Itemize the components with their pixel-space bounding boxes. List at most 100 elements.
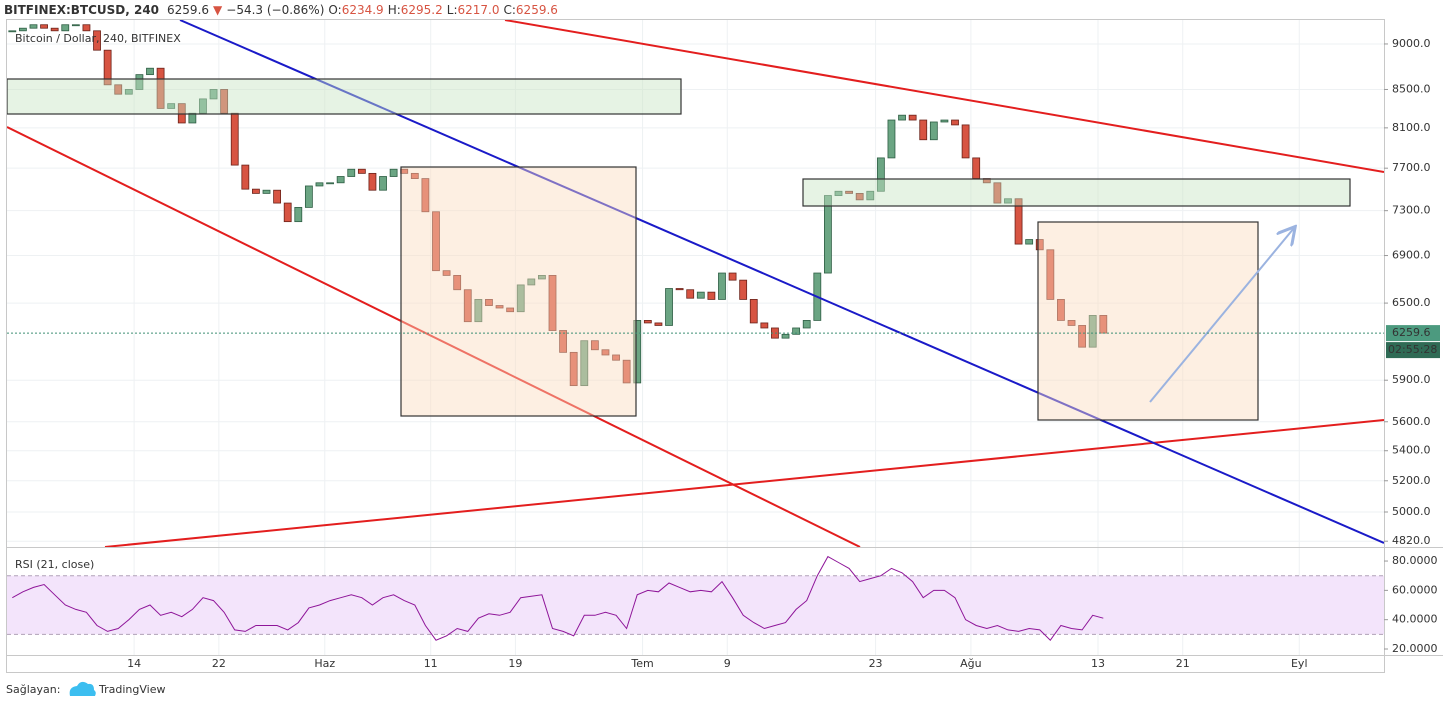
candle bbox=[506, 307, 515, 313]
candle bbox=[50, 27, 59, 32]
candle bbox=[961, 124, 970, 159]
ohlc-label: L: bbox=[447, 3, 458, 17]
candle bbox=[389, 168, 398, 177]
candle bbox=[972, 157, 981, 179]
candle bbox=[474, 299, 483, 323]
candle bbox=[40, 24, 48, 29]
candle bbox=[993, 182, 1002, 204]
x-tick-label: 13 bbox=[1091, 657, 1105, 670]
candle bbox=[590, 340, 599, 351]
candle bbox=[538, 275, 546, 280]
change: −54.3 (−0.86%) bbox=[226, 3, 324, 17]
candle bbox=[188, 112, 197, 124]
ohlc-label: O: bbox=[328, 3, 341, 17]
trendline bbox=[504, 20, 1384, 173]
candle bbox=[739, 279, 748, 300]
y-tick-label: 9000.0 bbox=[1392, 37, 1431, 50]
candle bbox=[919, 119, 928, 141]
candle bbox=[824, 195, 832, 274]
candle bbox=[421, 178, 430, 213]
candle bbox=[294, 206, 303, 223]
candle bbox=[167, 103, 176, 109]
candle bbox=[1088, 315, 1097, 348]
candle bbox=[230, 112, 239, 166]
candle bbox=[410, 172, 419, 179]
y-tick-label: 5200.0 bbox=[1392, 474, 1431, 487]
candle bbox=[887, 119, 896, 159]
candle bbox=[548, 275, 557, 331]
x-tick-label: 11 bbox=[424, 657, 438, 670]
price-badge-label: 6259.6 bbox=[1392, 326, 1431, 339]
y-tick-label: 60.0000 bbox=[1392, 583, 1438, 596]
candle bbox=[696, 291, 705, 299]
candle bbox=[315, 182, 324, 187]
subtitle: Bitcoin / Dollar, 240, BITFINEX bbox=[15, 32, 181, 45]
zone bbox=[1037, 221, 1259, 421]
candle bbox=[18, 27, 27, 32]
change-arrow: ▼ bbox=[213, 3, 223, 17]
x-tick-label: Ağu bbox=[960, 657, 981, 670]
candle bbox=[855, 193, 864, 201]
ohlc-value: 6234.9 bbox=[342, 3, 384, 17]
candle bbox=[432, 211, 440, 272]
candle bbox=[199, 98, 207, 114]
candle bbox=[103, 49, 112, 86]
candle bbox=[29, 24, 38, 29]
candle bbox=[93, 30, 101, 51]
candle bbox=[283, 202, 292, 223]
candle bbox=[326, 182, 334, 185]
brand[interactable]: TradingView bbox=[98, 683, 165, 696]
candle bbox=[61, 24, 70, 32]
logo bbox=[69, 681, 96, 696]
candle bbox=[792, 327, 801, 335]
candle bbox=[1035, 239, 1044, 251]
candle bbox=[241, 164, 250, 190]
y-tick-label: 5400.0 bbox=[1392, 444, 1431, 457]
candle bbox=[707, 291, 716, 300]
y-tick-label: 5600.0 bbox=[1392, 415, 1431, 428]
x-tick-label: 9 bbox=[724, 657, 731, 670]
candle bbox=[273, 189, 282, 204]
y-tick-label: 4820.0 bbox=[1392, 534, 1431, 547]
candle bbox=[728, 272, 737, 281]
y-tick-label: 40.0000 bbox=[1392, 613, 1438, 626]
x-tick-label: 22 bbox=[212, 657, 226, 670]
candle bbox=[527, 278, 536, 286]
candle bbox=[580, 340, 589, 387]
y-tick-label: 6900.0 bbox=[1392, 249, 1431, 262]
y-tick-label: 8500.0 bbox=[1392, 82, 1431, 95]
rsi-title: RSI (21, close) bbox=[15, 558, 94, 571]
candle bbox=[802, 320, 811, 329]
candle bbox=[675, 288, 684, 291]
candle bbox=[114, 84, 123, 95]
candle bbox=[1014, 198, 1023, 245]
candle bbox=[665, 288, 673, 326]
candle bbox=[442, 270, 451, 276]
y-tick-label: 7300.0 bbox=[1392, 204, 1431, 217]
rsi-line bbox=[12, 555, 1104, 641]
axes: 9000.0 8500.0 8100.0 7700.0 7300.0 6900.0 6500… bbox=[6, 19, 1443, 673]
candle bbox=[845, 190, 853, 194]
candle bbox=[347, 168, 356, 177]
y-tick-label: 8100.0 bbox=[1392, 121, 1431, 134]
candle bbox=[1046, 249, 1055, 300]
candle bbox=[304, 185, 313, 208]
candle bbox=[262, 189, 271, 194]
candle bbox=[1004, 198, 1012, 204]
candle bbox=[485, 299, 493, 306]
candle bbox=[177, 103, 186, 124]
drawings bbox=[7, 20, 1384, 547]
x-tick-label: 19 bbox=[508, 657, 522, 670]
last-price: 6259.6 bbox=[167, 3, 209, 17]
ohlc-value: 6259.6 bbox=[516, 3, 558, 17]
candles bbox=[8, 24, 1108, 387]
candle bbox=[612, 354, 620, 361]
candle bbox=[686, 289, 695, 299]
candle bbox=[940, 119, 949, 123]
candle bbox=[601, 349, 610, 356]
logo-icon bbox=[69, 681, 96, 696]
candle bbox=[1078, 325, 1087, 348]
candle bbox=[1057, 299, 1065, 321]
provider-label: Sağlayan: bbox=[6, 683, 60, 696]
